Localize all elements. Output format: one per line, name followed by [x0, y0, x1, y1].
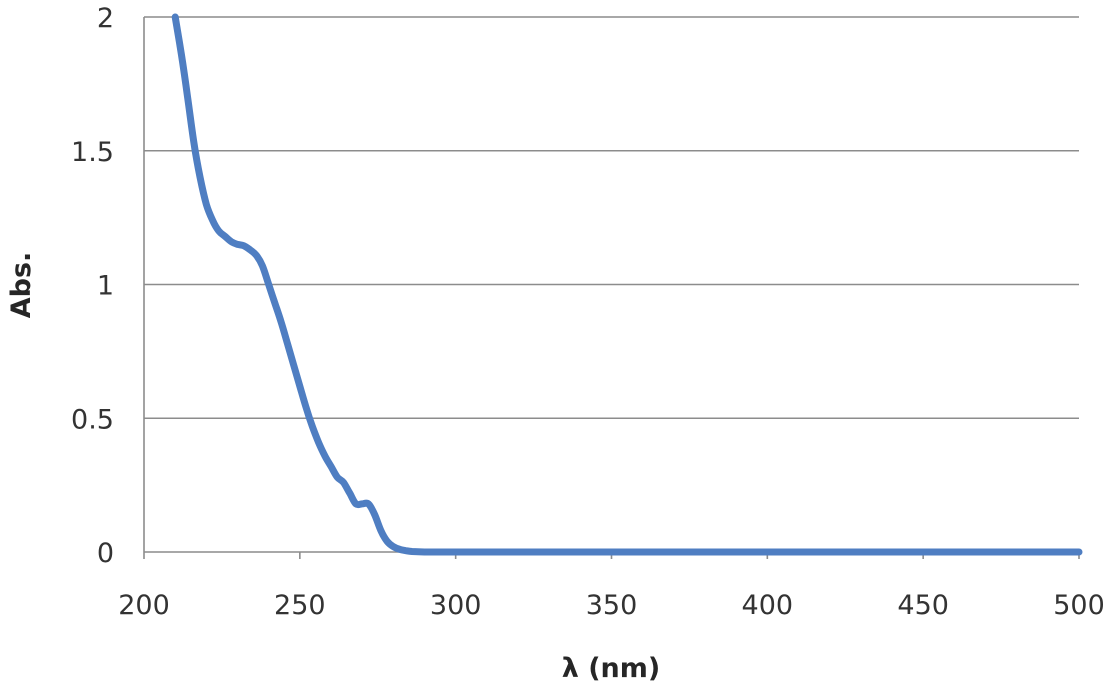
- y-axis-title: Abs.: [6, 252, 37, 319]
- x-tick-label: 350: [586, 590, 638, 621]
- y-tick-label: 2: [97, 3, 114, 34]
- x-tick-label: 200: [118, 590, 170, 621]
- y-tick-label: 0: [97, 538, 114, 569]
- x-tick-labels: 200 250 300 350 400 450 500: [118, 590, 1105, 621]
- x-tick-label: 300: [430, 590, 482, 621]
- x-tick-label: 400: [742, 590, 794, 621]
- x-tick-label: 250: [274, 590, 326, 621]
- x-axis-title: λ (nm): [562, 653, 661, 684]
- y-tick-labels: 0 0.5 1 1.5 2: [71, 3, 114, 569]
- y-tick-label: 1.5: [71, 137, 114, 168]
- gridlines: [144, 16, 1079, 420]
- x-tick-label: 450: [897, 590, 949, 621]
- y-tick-label: 1: [97, 271, 114, 302]
- absorbance-series-line: [171, 13, 1083, 556]
- x-tick-label: 500: [1053, 590, 1105, 621]
- y-tick-label: 0.5: [71, 404, 114, 435]
- series-layer: [171, 13, 1083, 556]
- axes: [143, 17, 1080, 559]
